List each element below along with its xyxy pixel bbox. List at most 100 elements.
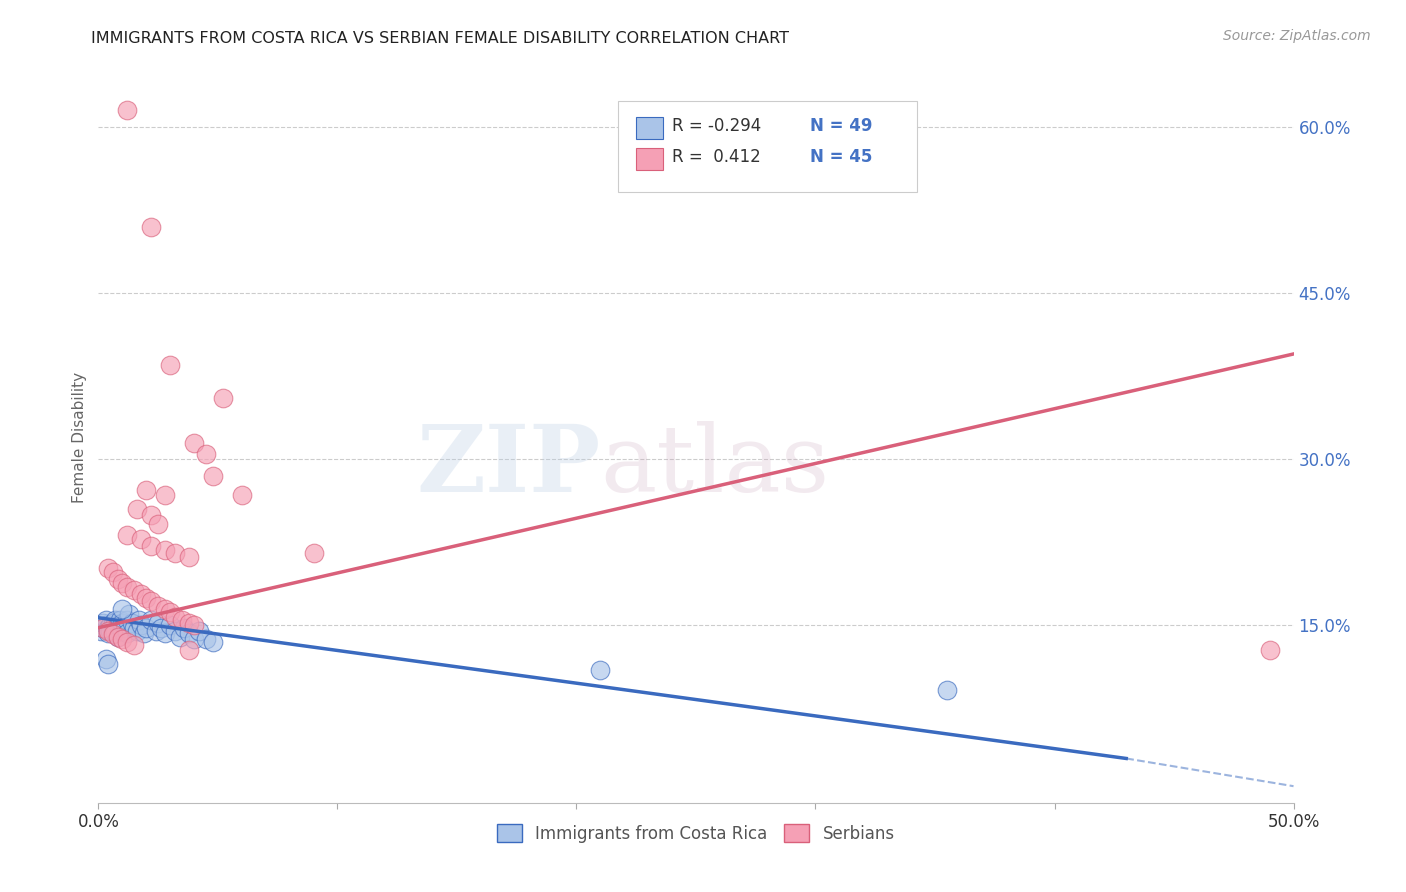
Point bbox=[101, 566, 124, 580]
Point bbox=[114, 621, 136, 635]
Point bbox=[148, 516, 170, 531]
Point bbox=[149, 621, 172, 635]
Text: ZIP: ZIP bbox=[416, 421, 600, 511]
Point bbox=[131, 587, 153, 601]
Point bbox=[124, 639, 146, 653]
Point bbox=[173, 621, 195, 635]
Point bbox=[148, 599, 170, 613]
Point bbox=[125, 502, 148, 516]
Point bbox=[135, 621, 157, 635]
Point bbox=[115, 635, 138, 649]
Point bbox=[155, 488, 177, 502]
Point bbox=[128, 613, 150, 627]
Text: IMMIGRANTS FROM COSTA RICA VS SERBIAN FEMALE DISABILITY CORRELATION CHART: IMMIGRANTS FROM COSTA RICA VS SERBIAN FE… bbox=[91, 31, 789, 46]
Point bbox=[124, 582, 146, 597]
Point bbox=[104, 613, 127, 627]
Point bbox=[183, 632, 205, 646]
Point bbox=[94, 613, 117, 627]
Point bbox=[589, 663, 612, 677]
Point bbox=[202, 468, 225, 483]
Point bbox=[108, 621, 131, 635]
Point bbox=[90, 624, 112, 638]
Point bbox=[159, 618, 181, 632]
Text: N = 49: N = 49 bbox=[810, 117, 872, 136]
FancyBboxPatch shape bbox=[637, 118, 662, 139]
Point bbox=[187, 624, 209, 638]
Point bbox=[936, 682, 959, 697]
Point bbox=[155, 626, 177, 640]
Point bbox=[148, 616, 170, 631]
Point bbox=[98, 624, 122, 638]
Point bbox=[131, 532, 153, 546]
Point bbox=[159, 605, 181, 619]
Point bbox=[163, 546, 186, 560]
Point bbox=[121, 616, 143, 631]
Point bbox=[231, 488, 253, 502]
Point bbox=[91, 616, 114, 631]
Text: N = 45: N = 45 bbox=[810, 148, 872, 166]
Point bbox=[115, 626, 138, 640]
Point bbox=[163, 609, 186, 624]
Point bbox=[111, 602, 134, 616]
Point bbox=[101, 627, 124, 641]
Point bbox=[179, 643, 201, 657]
Text: Source: ZipAtlas.com: Source: ZipAtlas.com bbox=[1223, 29, 1371, 43]
Legend: Immigrants from Costa Rica, Serbians: Immigrants from Costa Rica, Serbians bbox=[491, 818, 901, 849]
Point bbox=[108, 613, 131, 627]
Point bbox=[159, 358, 181, 372]
Point bbox=[115, 580, 138, 594]
Point bbox=[115, 613, 138, 627]
Point bbox=[195, 447, 218, 461]
Point bbox=[104, 626, 127, 640]
Point bbox=[139, 594, 162, 608]
FancyBboxPatch shape bbox=[637, 148, 662, 170]
Point bbox=[107, 630, 129, 644]
Point bbox=[97, 621, 120, 635]
Point bbox=[107, 572, 129, 586]
Text: R = -0.294: R = -0.294 bbox=[672, 117, 761, 136]
Point bbox=[118, 607, 141, 622]
Point bbox=[91, 621, 114, 635]
Point bbox=[111, 576, 134, 591]
Point bbox=[125, 624, 148, 638]
Point bbox=[111, 632, 134, 646]
Text: R =  0.412: R = 0.412 bbox=[672, 148, 761, 166]
Point bbox=[124, 621, 146, 635]
Point bbox=[97, 624, 120, 638]
Point bbox=[111, 624, 134, 638]
Point bbox=[131, 618, 153, 632]
Point bbox=[97, 626, 120, 640]
Point bbox=[115, 527, 138, 541]
Point bbox=[169, 630, 191, 644]
Point bbox=[202, 635, 225, 649]
Point bbox=[179, 626, 201, 640]
Point bbox=[302, 546, 325, 560]
Point bbox=[145, 624, 167, 638]
Point bbox=[98, 618, 122, 632]
Point bbox=[135, 483, 157, 498]
Point bbox=[115, 103, 138, 117]
Point bbox=[172, 613, 194, 627]
Point bbox=[163, 624, 186, 638]
Point bbox=[139, 539, 162, 553]
Point bbox=[139, 219, 162, 234]
Point bbox=[132, 626, 155, 640]
FancyBboxPatch shape bbox=[619, 101, 917, 192]
Point bbox=[179, 549, 201, 564]
Point bbox=[91, 621, 114, 635]
Y-axis label: Female Disability: Female Disability bbox=[72, 371, 87, 503]
Point bbox=[94, 618, 117, 632]
Point bbox=[139, 613, 162, 627]
Point bbox=[1258, 643, 1281, 657]
Point bbox=[135, 591, 157, 605]
Point bbox=[155, 602, 177, 616]
Point bbox=[139, 508, 162, 522]
Point bbox=[101, 616, 124, 631]
Text: atlas: atlas bbox=[600, 421, 830, 511]
Point bbox=[97, 561, 120, 575]
Point bbox=[101, 621, 124, 635]
Point bbox=[183, 618, 205, 632]
Point bbox=[97, 657, 120, 672]
Point bbox=[111, 616, 134, 631]
Point bbox=[211, 392, 233, 406]
